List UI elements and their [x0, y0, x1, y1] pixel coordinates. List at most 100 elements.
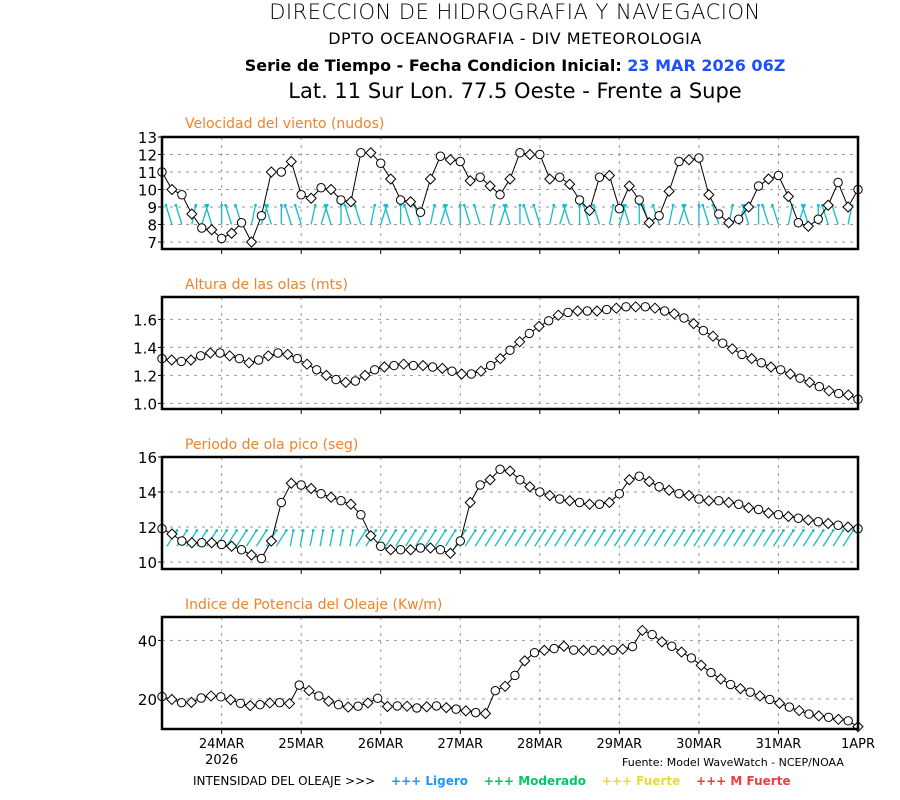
- data-point-power: [686, 653, 697, 663]
- arrow-head-wind: [612, 203, 615, 207]
- ytick-label-height: 1.6: [133, 311, 157, 329]
- data-point-wind: [733, 214, 744, 224]
- legend-item-fuerte: +++ Fuerte: [601, 774, 681, 788]
- arrow-head-period: [394, 529, 398, 532]
- header-title: DIRECCION DE HIDROGRAFIA Y NAVEGACION: [269, 0, 761, 24]
- direction-arrow-wind: [294, 205, 302, 225]
- legend-item-m-fuerte: +++ M Fuerte: [696, 774, 791, 788]
- arrow-head-period: [215, 529, 219, 532]
- direction-arrow-period: [319, 530, 324, 547]
- ytick-label-period: 10: [138, 554, 157, 572]
- data-point-height: [621, 302, 631, 312]
- direction-arrow-period: [653, 530, 665, 547]
- arrow-head-period: [351, 529, 355, 532]
- data-point-period: [504, 465, 516, 477]
- data-point-period: [663, 484, 675, 496]
- ytick-label-period: 16: [138, 449, 157, 467]
- direction-arrow-period: [355, 530, 367, 547]
- data-point-wind: [296, 190, 306, 200]
- data-point-wind: [265, 166, 278, 178]
- data-point-height: [320, 369, 333, 382]
- data-point-wind: [753, 181, 764, 191]
- arrow-head-wind: [194, 203, 198, 207]
- data-point-height: [301, 358, 313, 370]
- direction-arrow-wind: [533, 205, 541, 225]
- direction-arrow-period: [464, 530, 476, 547]
- direction-arrow-wind: [682, 205, 690, 225]
- data-point-power: [675, 646, 688, 658]
- arrow-head-period: [255, 529, 258, 532]
- direction-arrow-period: [623, 530, 635, 547]
- arrow-head-period: [672, 529, 676, 532]
- arrow-head-period: [331, 529, 335, 532]
- arrow-head-period: [341, 529, 345, 532]
- arrow-head-wind: [731, 203, 735, 207]
- data-point-period: [495, 464, 505, 474]
- data-point-period: [654, 482, 664, 492]
- data-point-period: [842, 521, 854, 533]
- arrow-head-period: [265, 529, 268, 532]
- data-point-wind: [574, 195, 585, 205]
- direction-arrow-period: [663, 530, 675, 547]
- data-point-height: [262, 350, 275, 362]
- arrow-head-period: [702, 529, 706, 532]
- arrow-head-wind: [174, 203, 178, 207]
- data-point-height: [775, 365, 786, 375]
- direction-arrow-period: [309, 530, 314, 547]
- data-point-wind: [444, 154, 457, 166]
- data-point-height: [795, 373, 805, 383]
- data-point-period: [762, 507, 775, 519]
- data-point-height: [281, 348, 294, 361]
- direction-arrow-period: [583, 530, 596, 547]
- direction-arrow-period: [444, 530, 456, 547]
- data-point-power: [754, 690, 766, 702]
- arrow-head-wind: [293, 203, 297, 207]
- data-point-power: [353, 701, 363, 711]
- direction-arrow-period: [782, 530, 794, 547]
- data-point-period: [325, 491, 337, 503]
- panel-title-height: Altura de las olas (mts): [185, 277, 348, 293]
- data-point-period: [623, 474, 636, 486]
- direction-arrow-wind: [549, 205, 555, 225]
- data-point-power: [420, 701, 433, 713]
- ytick-label-wind: 11: [138, 164, 157, 182]
- data-point-power: [166, 693, 178, 706]
- data-point-height: [427, 362, 438, 372]
- data-point-wind: [793, 218, 804, 228]
- data-point-period: [245, 549, 258, 561]
- data-point-period: [544, 489, 556, 502]
- xtick-label: 29MAR: [597, 737, 643, 752]
- data-point-period: [206, 537, 218, 549]
- data-point-wind: [535, 149, 545, 160]
- arrow-head-period: [593, 529, 596, 532]
- arrow-head-period: [662, 529, 666, 532]
- data-point-height: [833, 388, 844, 399]
- header-series-line: Serie de Tiempo - Fecha Condicion Inicia…: [0, 56, 900, 75]
- data-point-period: [524, 481, 536, 493]
- direction-arrow-period: [494, 530, 506, 547]
- direction-arrow-period: [349, 530, 354, 547]
- arrow-head-period: [692, 529, 696, 532]
- data-point-wind: [703, 189, 715, 201]
- direction-arrow-period: [822, 530, 834, 547]
- ytick-label-wind: 7: [147, 234, 157, 252]
- data-point-wind: [285, 155, 297, 168]
- arrow-head-wind: [761, 203, 764, 207]
- direction-arrow-wind: [324, 205, 332, 225]
- series-line-wind: [161, 152, 859, 244]
- ytick-label-height: 1.0: [133, 395, 157, 413]
- data-point-height: [784, 368, 797, 380]
- ytick-label-wind: 9: [147, 199, 157, 217]
- xtick-label: 31MAR: [756, 737, 802, 752]
- data-point-period: [256, 553, 267, 564]
- arrow-head-wind: [403, 203, 406, 207]
- arrow-head-wind: [800, 203, 804, 207]
- data-point-power: [745, 687, 755, 697]
- data-point-height: [601, 304, 612, 315]
- data-point-wind: [316, 183, 326, 193]
- data-point-wind: [345, 196, 357, 208]
- direction-arrow-wind: [831, 205, 839, 225]
- data-point-wind: [197, 223, 207, 233]
- data-point-height: [311, 365, 322, 375]
- direction-arrow-period: [289, 530, 294, 547]
